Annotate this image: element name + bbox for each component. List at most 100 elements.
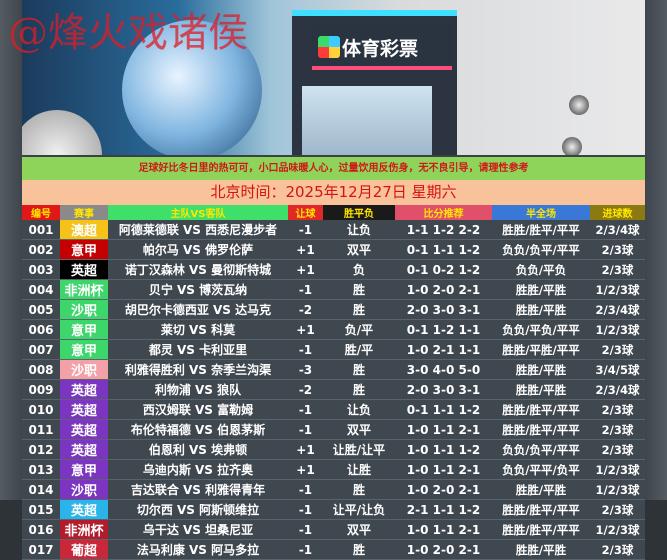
notice-bar: 足球好比冬日里的热可可，小口品味暖人心，过量饮用反伤身，无不良引导，请理性参考 [22, 157, 645, 180]
cell-scores: 0-1 0-2 1-2 [395, 259, 492, 280]
cell-scores: 1-0 2-0 2-1 [395, 279, 492, 300]
table-row: 016 非洲杯 乌干达 VS 坦桑尼亚 -1 双平 1-0 1-1 2-1 胜胜/胜平/平平… [22, 519, 645, 540]
column-header-halffull: 半全场 [492, 205, 590, 220]
soccer-ball-graphic [22, 110, 102, 155]
cell-league: 意甲 [60, 239, 108, 260]
cell-match: 阿德莱德联 VS 西悉尼漫步者 [108, 220, 288, 240]
cell-goals: 1/2/3球 [590, 519, 645, 540]
cell-halffull: 胜胜/平胜 [492, 539, 590, 560]
cell-result: 双平 [323, 419, 395, 440]
cell-result: 胜 [323, 359, 395, 380]
cell-handicap: -2 [288, 299, 323, 320]
watermark: @烽火戏诸侯 [8, 10, 248, 56]
cell-scores: 0-1 1-1 1-2 [395, 239, 492, 260]
column-header-league: 赛事 [60, 205, 108, 220]
cell-league: 沙职 [60, 299, 108, 320]
cell-id: 013 [22, 459, 60, 480]
cell-goals: 1/2/3球 [590, 319, 645, 340]
match-table: 编号 赛事 主队VS客队 让球 胜平负 比分推荐 半全场 进球数 001 澳超 阿德莱德联 VS … [22, 205, 645, 560]
cell-handicap: -1 [288, 479, 323, 500]
cell-league: 葡超 [60, 539, 108, 560]
cell-league: 非洲杯 [60, 279, 108, 300]
cell-goals: 1/2/3球 [590, 459, 645, 480]
cell-id: 009 [22, 379, 60, 400]
table-row: 006 意甲 莱切 VS 科莫 +1 负/平 0-1 1-2 1-1 负负/平负/平平 1/2… [22, 319, 645, 340]
cell-league: 英超 [60, 259, 108, 280]
cell-result: 让负 [323, 220, 395, 240]
cell-result: 双平 [323, 519, 395, 540]
cell-match: 莱切 VS 科莫 [108, 319, 288, 340]
cell-id: 011 [22, 419, 60, 440]
cell-scores: 2-1 1-1 1-2 [395, 499, 492, 520]
cell-handicap: -1 [288, 499, 323, 520]
cell-halffull: 胜胜/胜平/平平 [492, 519, 590, 540]
cell-halffull: 负负/平负 [492, 259, 590, 280]
cell-result: 双平 [323, 239, 395, 260]
cell-league: 澳超 [60, 220, 108, 240]
cell-scores: 1-0 1-1 2-1 [395, 419, 492, 440]
cell-handicap: -1 [288, 339, 323, 360]
cell-goals: 2/3球 [590, 499, 645, 520]
cell-handicap: -3 [288, 359, 323, 380]
cell-handicap: -1 [288, 220, 323, 240]
soccer-ball-graphic [569, 95, 589, 115]
cell-goals: 2/3球 [590, 339, 645, 360]
store-window [302, 86, 432, 155]
cell-handicap: +1 [288, 439, 323, 460]
cell-id: 010 [22, 399, 60, 420]
cell-result: 负 [323, 259, 395, 280]
cell-match: 乌迪内斯 VS 拉齐奥 [108, 459, 288, 480]
table-row: 004 非洲杯 贝宁 VS 博茨瓦纳 -1 胜 1-0 2-0 2-1 胜胜/平胜 1/2/3… [22, 279, 645, 300]
cell-match: 都灵 VS 卡利亚里 [108, 339, 288, 360]
cell-goals: 2/3球 [590, 419, 645, 440]
column-header-handicap: 让球 [288, 205, 323, 220]
cell-match: 布伦特福德 VS 伯恩茅斯 [108, 419, 288, 440]
table-row: 002 意甲 帕尔马 VS 佛罗伦萨 +1 双平 0-1 1-1 1-2 负负/负平/平平 2… [22, 239, 645, 260]
cell-id: 004 [22, 279, 60, 300]
table-row: 009 英超 利物浦 VS 狼队 -2 胜 2-0 3-0 3-1 胜胜/平胜 2/3/4球 [22, 379, 645, 400]
cell-scores: 1-0 2-0 2-1 [395, 539, 492, 560]
cell-handicap: -1 [288, 399, 323, 420]
table-row: 005 沙职 胡巴尔卡德西亚 VS 达马克 -2 胜 2-0 3-0 3-1 胜胜/平胜 2/… [22, 299, 645, 320]
cell-goals: 2/3球 [590, 259, 645, 280]
cell-id: 014 [22, 479, 60, 500]
cell-league: 英超 [60, 379, 108, 400]
cell-halffull: 胜胜/平胜 [492, 279, 590, 300]
cell-goals: 2/3/4球 [590, 220, 645, 240]
cell-handicap: +1 [288, 259, 323, 280]
column-header-goals: 进球数 [590, 205, 645, 220]
cell-scores: 1-0 1-1 1-2 [395, 439, 492, 460]
cell-scores: 1-0 2-0 2-1 [395, 479, 492, 500]
cell-halffull: 胜胜/胜平/平平 [492, 220, 590, 240]
cell-result: 胜 [323, 379, 395, 400]
cell-result: 胜/平 [323, 339, 395, 360]
cell-result: 负/平 [323, 319, 395, 340]
cell-result: 让胜 [323, 459, 395, 480]
cell-result: 胜 [323, 299, 395, 320]
store-sign: 体育彩票 [312, 22, 452, 70]
cell-match: 西汉姆联 VS 富勒姆 [108, 399, 288, 420]
cell-id: 016 [22, 519, 60, 540]
cell-league: 英超 [60, 399, 108, 420]
cell-league: 意甲 [60, 319, 108, 340]
cell-halffull: 负负/平负/平平 [492, 319, 590, 340]
cell-halffull: 负负/负平/平平 [492, 239, 590, 260]
cell-result: 让平/让负 [323, 499, 395, 520]
table-row: 013 意甲 乌迪内斯 VS 拉齐奥 +1 让胜 1-0 1-1 2-1 负负/平平/负平 1… [22, 459, 645, 480]
cell-result: 让胜/让平 [323, 439, 395, 460]
table-row: 001 澳超 阿德莱德联 VS 西悉尼漫步者 -1 让负 1-1 1-2 2-2 胜胜/胜平… [22, 220, 645, 240]
cell-goals: 2/3/4球 [590, 299, 645, 320]
cell-halffull: 胜胜/平胜 [492, 479, 590, 500]
cell-league: 意甲 [60, 459, 108, 480]
cell-league: 英超 [60, 419, 108, 440]
cell-id: 003 [22, 259, 60, 280]
cell-id: 017 [22, 539, 60, 560]
cell-goals: 2/3球 [590, 239, 645, 260]
cell-handicap: -2 [288, 379, 323, 400]
table-row: 008 沙职 利雅得胜利 VS 奈季兰沟渠 -3 胜 3-0 4-0 5-0 胜胜/平胜 3/… [22, 359, 645, 380]
cell-goals: 3/4/5球 [590, 359, 645, 380]
cell-halffull: 胜胜/平胜/平平 [492, 339, 590, 360]
cell-match: 诺丁汉森林 VS 曼彻斯特城 [108, 259, 288, 280]
cell-halffull: 负负/平平/负平 [492, 459, 590, 480]
cell-result: 胜 [323, 479, 395, 500]
